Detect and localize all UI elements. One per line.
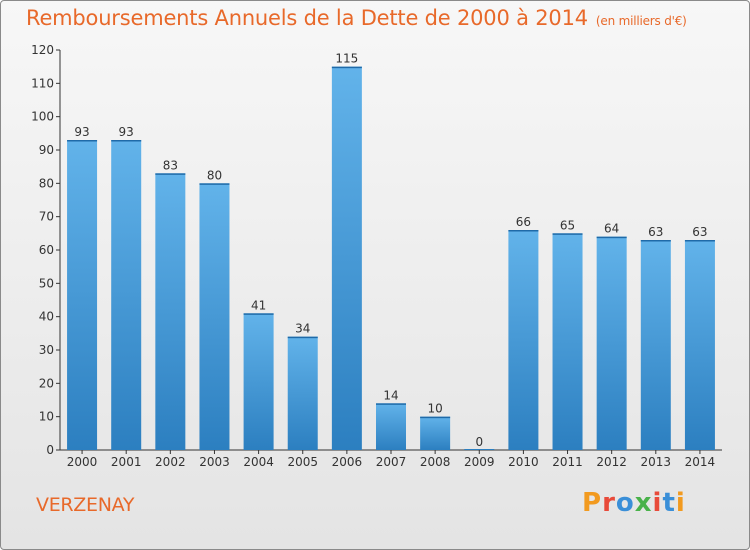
logo-letter: i [652, 488, 663, 518]
data-label-2014: 63 [692, 225, 707, 239]
y-tick-label: 20 [39, 376, 54, 390]
bar-2014 [684, 240, 715, 450]
bar-top-edge [596, 236, 627, 239]
data-label-2002: 83 [163, 158, 178, 172]
logo-letter: t [662, 488, 676, 518]
logo-letter: x [634, 488, 653, 518]
y-tick-label: 0 [46, 443, 54, 457]
x-tick-label: 2005 [287, 455, 318, 469]
y-tick-label: 80 [39, 176, 54, 190]
bar-2002 [155, 173, 186, 451]
bar-2004 [243, 313, 274, 450]
x-tick-label: 2013 [641, 455, 672, 469]
bar-top-edge [67, 140, 98, 142]
chart-data-labels: 93 93 83 80 41 34 115 14 10 0 66 65 64 63 63 [74, 52, 707, 449]
y-tick-label: 70 [39, 210, 54, 224]
y-tick-label: 90 [39, 143, 54, 157]
bar-top-edge [287, 336, 318, 339]
bar-2003 [199, 183, 230, 451]
bar-top-edge [376, 403, 406, 405]
bar-top-edge [155, 173, 186, 175]
bar-2005 [287, 336, 318, 450]
bar-top-edge [684, 240, 715, 242]
logo-letter: i [675, 488, 686, 518]
y-tick-label: 10 [39, 410, 54, 424]
commune-name: VERZENAY [36, 494, 135, 516]
x-tick-label: 2007 [376, 455, 407, 469]
bar-2007 [376, 403, 406, 450]
bar-2006 [331, 66, 362, 451]
bar-2009 [464, 449, 495, 450]
data-label-2011: 65 [560, 218, 575, 232]
bar-top-edge [420, 416, 451, 419]
chart-title-text: Remboursements Annuels de la Dette de 20… [26, 6, 588, 30]
proxiti-logo: Proxiti [582, 488, 686, 518]
bar-2013 [640, 240, 671, 450]
data-label-2005: 34 [295, 322, 310, 336]
bar-top-edge [111, 140, 142, 142]
x-tick-label: 2004 [243, 455, 274, 469]
chart-unit: (en milliers d'€) [595, 14, 687, 28]
bar-top-edge [508, 230, 539, 232]
x-tick-label: 2002 [155, 455, 186, 469]
bar-2010 [508, 230, 539, 450]
data-label-2000: 93 [74, 125, 89, 139]
x-tick-label: 2014 [685, 455, 716, 469]
y-tick-label: 110 [31, 76, 54, 90]
x-tick-label: 2006 [332, 455, 363, 469]
bar-top-edge [199, 183, 230, 185]
x-tick-label: 2001 [111, 455, 142, 469]
logo-letter: o [615, 488, 635, 518]
y-tick-label: 120 [31, 43, 54, 57]
logo-letter: r [602, 488, 616, 518]
data-label-2012: 64 [604, 222, 619, 236]
data-label-2006: 115 [335, 52, 358, 66]
data-label-2001: 93 [119, 125, 134, 139]
x-tick-label: 2003 [199, 455, 230, 469]
bar-2001 [111, 140, 142, 450]
bar-top-edge [552, 233, 583, 235]
bar-top-edge [640, 240, 671, 242]
data-label-2007: 14 [383, 388, 398, 402]
x-tick-label: 2012 [596, 455, 627, 469]
y-tick-label: 40 [39, 310, 54, 324]
y-tick-label: 100 [31, 110, 54, 124]
y-tick-label: 30 [39, 343, 54, 357]
logo-letter: P [582, 488, 603, 518]
x-tick-label: 2009 [464, 455, 495, 469]
data-label-2010: 66 [516, 215, 531, 229]
y-tick-label: 60 [39, 243, 54, 257]
bar-2011 [552, 233, 583, 450]
chart-bars [67, 66, 715, 451]
chart-title: Remboursements Annuels de la Dette de 20… [26, 6, 687, 30]
bar-top-edge [331, 66, 362, 69]
x-tick-label: 2000 [67, 455, 98, 469]
bar-2008 [420, 416, 451, 450]
data-label-2004: 41 [251, 298, 266, 312]
x-tick-label: 2011 [552, 455, 583, 469]
data-label-2008: 10 [427, 402, 442, 416]
bar-2000 [67, 140, 98, 450]
x-tick-label: 2008 [420, 455, 451, 469]
bar-2012 [596, 236, 627, 450]
data-label-2009: 0 [475, 435, 483, 449]
bar-top-edge [243, 313, 274, 315]
data-label-2003: 80 [207, 168, 222, 182]
x-tick-label: 2010 [508, 455, 539, 469]
data-label-2013: 63 [648, 225, 663, 239]
y-tick-label: 50 [39, 276, 54, 290]
